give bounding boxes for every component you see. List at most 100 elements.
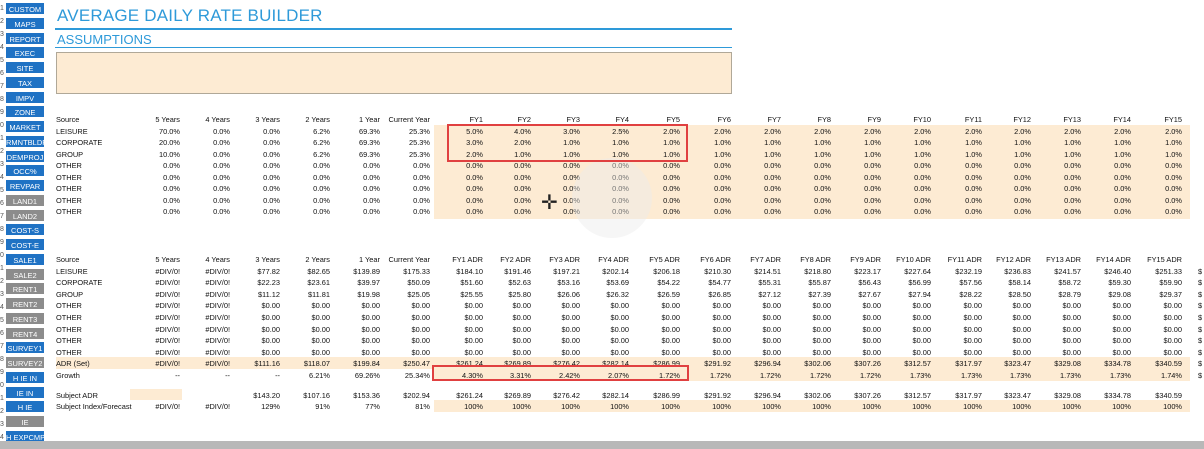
growth-value-cell[interactable]: 0.0%	[965, 172, 982, 182]
growth-value-cell[interactable]: 2.0%	[1064, 126, 1081, 136]
nav-button-cost-e[interactable]: COST-E	[5, 238, 45, 251]
growth-value-cell[interactable]: 1.0%	[764, 138, 781, 147]
nav-button-land2[interactable]: LAND2	[5, 208, 45, 222]
growth-value-cell[interactable]: 2.0%	[466, 149, 483, 159]
nav-button-zone[interactable]: ZONE	[5, 105, 45, 119]
growth-value-cell[interactable]: 2.0%	[914, 126, 931, 136]
nav-button-occ-[interactable]: OCC%	[5, 164, 45, 178]
growth-value-cell[interactable]: 0.0%	[864, 184, 881, 193]
growth-value-cell[interactable]: 1.0%	[714, 149, 731, 159]
nav-button-h-ie-in[interactable]: H IE IN	[5, 370, 45, 384]
growth-value-cell[interactable]: 0.0%	[563, 172, 580, 182]
growth-value-cell[interactable]: 1.0%	[814, 138, 831, 147]
nav-button-impv[interactable]: IMPV	[5, 90, 45, 104]
growth-value-cell[interactable]: 1.0%	[764, 149, 781, 159]
growth-value-cell[interactable]: 1.0%	[514, 149, 531, 159]
growth-value-cell[interactable]: 0.0%	[466, 207, 483, 216]
growth-value-cell[interactable]: 0.0%	[965, 161, 982, 170]
growth-value-cell[interactable]: 1.0%	[1114, 149, 1131, 159]
growth-value-cell[interactable]: 1.0%	[1064, 138, 1081, 147]
growth-value-cell[interactable]: 0.0%	[914, 195, 931, 205]
growth-value-cell[interactable]: 1.0%	[663, 138, 680, 147]
growth-value-cell[interactable]: 0.0%	[714, 195, 731, 205]
growth-value-cell[interactable]: 0.0%	[663, 207, 680, 216]
growth-value-cell[interactable]: 0.0%	[714, 172, 731, 182]
growth-value-cell[interactable]: 0.0%	[1014, 161, 1031, 170]
growth-value-cell[interactable]: 0.0%	[864, 195, 881, 205]
growth-value-cell[interactable]: 2.0%	[814, 126, 831, 136]
growth-value-cell[interactable]: 0.0%	[714, 184, 731, 193]
growth-value-cell[interactable]: 0.0%	[612, 161, 629, 170]
growth-value-cell[interactable]: 0.0%	[814, 161, 831, 170]
growth-value-cell[interactable]: 0.0%	[1014, 195, 1031, 205]
growth-value-cell[interactable]: 3.0%	[466, 138, 483, 147]
growth-value-cell[interactable]: 0.0%	[663, 184, 680, 193]
nav-button-rent2[interactable]: RENT2	[5, 297, 45, 310]
growth-value-cell[interactable]: 0.0%	[563, 184, 580, 193]
growth-value-cell[interactable]: 0.0%	[814, 184, 831, 193]
growth-value-cell[interactable]: 0.0%	[965, 195, 982, 205]
growth-value-cell[interactable]: 0.0%	[1014, 172, 1031, 182]
growth-value-cell[interactable]: 2.0%	[1114, 126, 1131, 136]
growth-value-cell[interactable]: 3.0%	[563, 126, 580, 136]
growth-value-cell[interactable]: 0.0%	[514, 161, 531, 170]
growth-value-cell[interactable]: 0.0%	[864, 207, 881, 216]
nav-button-exec[interactable]: EXEC	[5, 46, 45, 60]
nav-button-ie[interactable]: IE	[5, 415, 45, 428]
growth-value-cell[interactable]: 0.0%	[514, 195, 531, 205]
nav-button-market[interactable]: MARKET	[5, 120, 45, 133]
growth-value-cell[interactable]: 1.0%	[714, 138, 731, 147]
growth-value-cell[interactable]: 0.0%	[764, 207, 781, 216]
growth-value-cell[interactable]: 0.0%	[914, 207, 931, 216]
growth-value-cell[interactable]: 0.0%	[714, 207, 731, 216]
growth-value-cell[interactable]: 1.0%	[563, 138, 580, 147]
growth-value-cell[interactable]: 2.0%	[663, 126, 680, 136]
growth-value-cell[interactable]: 0.0%	[1165, 172, 1182, 182]
growth-value-cell[interactable]: 0.0%	[764, 184, 781, 193]
growth-value-cell[interactable]: 0.0%	[514, 184, 531, 193]
nav-button-tax[interactable]: TAX	[5, 75, 45, 89]
growth-value-cell[interactable]: 0.0%	[1165, 207, 1182, 216]
growth-value-cell[interactable]: 1.0%	[1114, 138, 1131, 147]
growth-value-cell[interactable]: 1.0%	[814, 149, 831, 159]
growth-value-cell[interactable]: 0.0%	[864, 172, 881, 182]
nav-button-land1[interactable]: LAND1	[5, 193, 45, 207]
growth-value-cell[interactable]: 0.0%	[466, 172, 483, 182]
growth-value-cell[interactable]: 2.0%	[514, 138, 531, 147]
growth-value-cell[interactable]: 0.0%	[1014, 184, 1031, 193]
nav-button-sale2[interactable]: SALE2	[5, 267, 45, 281]
growth-value-cell[interactable]: 1.0%	[1165, 138, 1182, 147]
growth-value-cell[interactable]: 2.0%	[965, 126, 982, 136]
growth-value-cell[interactable]: 0.0%	[612, 207, 629, 216]
growth-value-cell[interactable]: 0.0%	[1114, 172, 1131, 182]
growth-value-cell[interactable]: 0.0%	[1165, 195, 1182, 205]
growth-value-cell[interactable]: 1.0%	[563, 149, 580, 159]
horizontal-scrollbar[interactable]	[0, 441, 1204, 449]
growth-value-cell[interactable]: 0.0%	[1165, 161, 1182, 170]
growth-value-cell[interactable]: 0.0%	[814, 195, 831, 205]
growth-value-cell[interactable]: 2.0%	[764, 126, 781, 136]
growth-value-cell[interactable]: 0.0%	[466, 184, 483, 193]
growth-value-cell[interactable]: 1.0%	[864, 138, 881, 147]
growth-value-cell[interactable]: 1.0%	[1014, 149, 1031, 159]
growth-value-cell[interactable]: 0.0%	[1114, 195, 1131, 205]
growth-value-cell[interactable]: 1.0%	[864, 149, 881, 159]
nav-button-rent4[interactable]: RENT4	[5, 326, 45, 340]
nav-button-sale1[interactable]: SALE1	[5, 252, 45, 266]
growth-value-cell[interactable]: 0.0%	[563, 207, 580, 216]
growth-value-cell[interactable]: 0.0%	[1064, 195, 1081, 205]
growth-value-cell[interactable]: 0.0%	[612, 172, 629, 182]
growth-value-cell[interactable]: 0.0%	[1064, 207, 1081, 216]
growth-value-cell[interactable]: 1.0%	[965, 138, 982, 147]
growth-value-cell[interactable]: 2.0%	[1014, 126, 1031, 136]
nav-button-cost-s[interactable]: COST-S	[5, 223, 45, 237]
growth-value-cell[interactable]: 0.0%	[1064, 172, 1081, 182]
growth-value-cell[interactable]: 0.0%	[864, 161, 881, 170]
growth-value-cell[interactable]: 0.0%	[914, 184, 931, 193]
nav-button-survey2[interactable]: SURVEY2	[5, 356, 45, 369]
growth-value-cell[interactable]: 1.0%	[612, 149, 629, 159]
growth-value-cell[interactable]: 0.0%	[965, 207, 982, 216]
growth-value-cell[interactable]: 0.0%	[514, 207, 531, 216]
nav-button-demproj[interactable]: DEMPROJ	[5, 149, 45, 163]
growth-value-cell[interactable]: 1.0%	[612, 138, 629, 147]
